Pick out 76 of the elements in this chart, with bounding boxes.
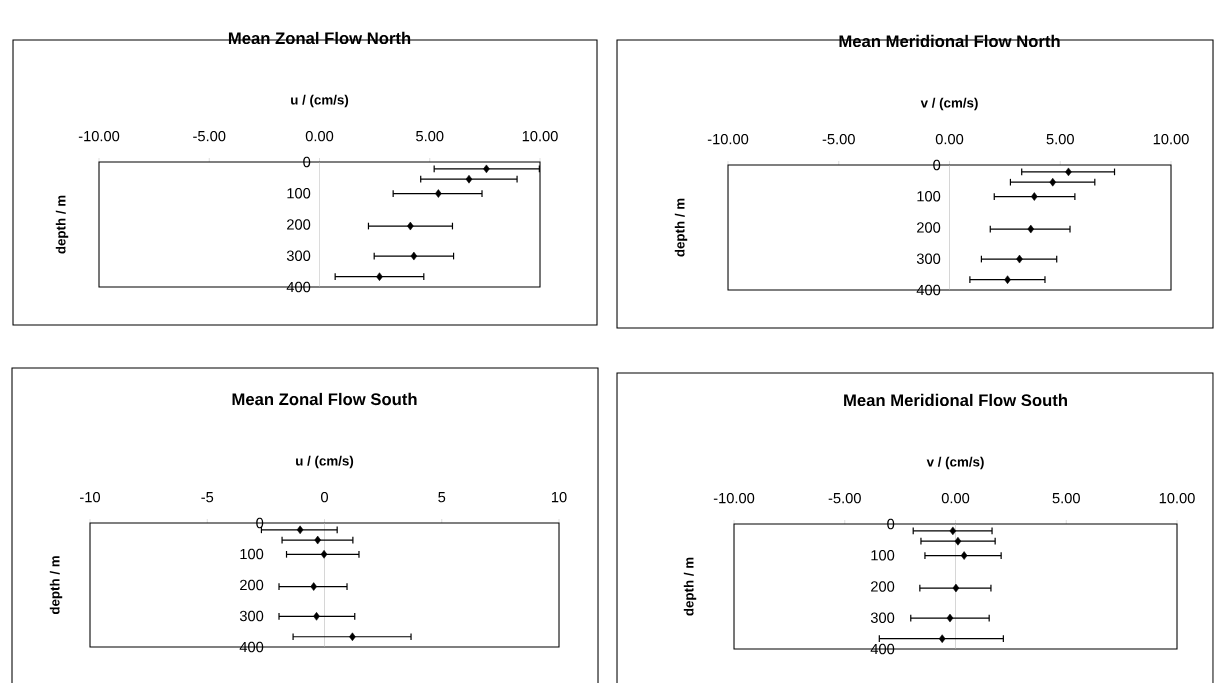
x-axis-title: u / (cm/s) (296, 455, 354, 469)
point (954, 536, 962, 546)
x-tick-label: -10.00 (713, 492, 755, 504)
x-tick-label: 0.00 (941, 492, 970, 504)
point (313, 612, 320, 621)
y-tick-label: 300 (286, 250, 311, 261)
x-tick-label: 10 (551, 491, 567, 503)
y-tick-label: 200 (287, 219, 311, 230)
y-tick-label: 400 (239, 641, 264, 653)
x-tick-label: 10.00 (1153, 133, 1189, 145)
point (410, 251, 418, 261)
x-tick-label: 5.00 (416, 130, 444, 142)
x-tick-label: -5 (201, 492, 214, 503)
y-axis-title: depth / m (55, 195, 69, 254)
point (1016, 254, 1023, 264)
point (1065, 167, 1072, 177)
x-tick-label: 5.00 (1046, 133, 1074, 145)
point (483, 164, 490, 174)
x-axis-title: v / (cm/s) (926, 456, 984, 470)
x-tick-label: 5 (438, 492, 446, 503)
x-tick-label: -5.00 (822, 133, 855, 145)
point (349, 632, 356, 642)
x-tick-label: -5.00 (828, 492, 861, 504)
chart-title: Mean Meridional Flow North (839, 34, 1060, 48)
y-axis-title: depth / m (683, 557, 697, 616)
point (952, 583, 960, 593)
point (376, 272, 383, 281)
y-tick-label: 100 (287, 188, 311, 199)
chart-title: Mean Zonal Flow North (228, 31, 411, 45)
y-tick-label: 0 (887, 518, 895, 530)
point (320, 550, 328, 559)
point (938, 634, 946, 643)
y-tick-label: 0 (256, 517, 264, 529)
point (435, 189, 442, 198)
x-axis-title: u / (cm/s) (291, 94, 349, 108)
x-tick-label: -10.00 (707, 133, 749, 145)
point (465, 174, 473, 184)
y-axis-title: depth / m (49, 556, 63, 615)
y-tick-label: 300 (239, 610, 264, 622)
x-tick-label: 0.00 (305, 130, 334, 142)
x-tick-label: 0.00 (935, 133, 964, 145)
chart-title: Mean Meridional Flow South (844, 393, 1067, 407)
x-tick-label: -5.00 (193, 130, 226, 142)
y-tick-label: 0 (933, 159, 941, 171)
y-tick-label: 200 (917, 222, 941, 233)
y-tick-label: 200 (240, 579, 264, 591)
x-tick-label: -10 (80, 491, 101, 503)
point (407, 221, 414, 231)
point (310, 582, 317, 591)
point (960, 551, 968, 560)
x-tick-label: 0 (320, 491, 328, 503)
point (949, 526, 957, 536)
x-tick-label: 5.00 (1052, 492, 1080, 504)
y-tick-label: 100 (871, 550, 895, 561)
y-tick-label: 400 (286, 281, 311, 293)
chart-title: Mean Zonal Flow South (232, 392, 417, 406)
point (1027, 224, 1035, 234)
y-axis-title: depth / m (674, 198, 688, 257)
point (1004, 275, 1011, 284)
y-tick-label: 300 (916, 253, 941, 264)
y-tick-label: 200 (871, 581, 895, 592)
y-tick-label: 400 (916, 284, 941, 296)
y-tick-label: 100 (917, 191, 941, 202)
point (314, 535, 321, 545)
x-tick-label: 10.00 (1159, 492, 1195, 504)
x-axis-title: v / (cm/s) (920, 97, 978, 111)
x-tick-label: -10.00 (78, 130, 120, 142)
point (1049, 177, 1056, 187)
y-tick-label: 300 (870, 612, 895, 623)
x-tick-label: 10.00 (522, 130, 558, 142)
point (1031, 192, 1038, 201)
y-tick-label: 100 (240, 548, 264, 560)
y-tick-label: 400 (870, 643, 895, 655)
y-tick-label: 0 (303, 156, 311, 168)
point (296, 525, 304, 535)
point (946, 613, 954, 623)
